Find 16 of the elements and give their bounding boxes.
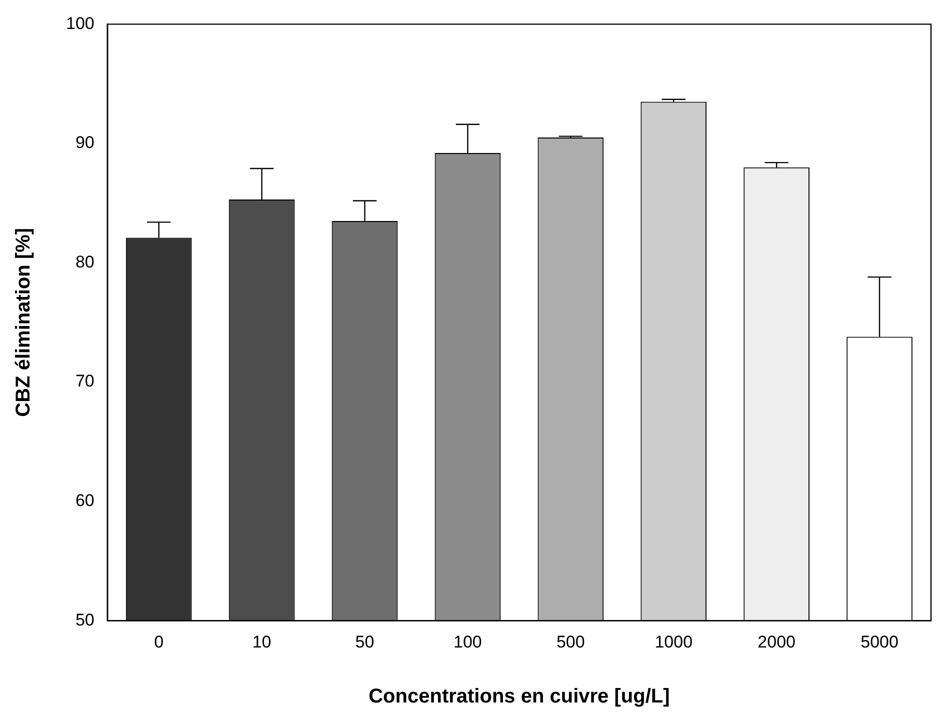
x-tick-label: 100	[454, 632, 482, 652]
y-tick-label: 90	[75, 133, 94, 152]
y-tick-label: 80	[75, 252, 94, 272]
x-tick-label: 500	[556, 632, 585, 652]
y-tick-label: 50	[75, 610, 94, 630]
x-tick-label: 50	[355, 632, 374, 652]
x-tick-label: 0	[154, 632, 164, 652]
x-tick-label: 5000	[860, 632, 898, 652]
x-tick-label: 1000	[654, 632, 693, 652]
y-axis-title: CBZ élimination [%]	[12, 228, 35, 417]
y-tick-label: 70	[75, 372, 94, 391]
y-tick-label: 100	[66, 14, 94, 33]
y-tick-label: 60	[75, 491, 94, 510]
x-tick-label: 10	[252, 632, 272, 652]
x-axis-title: Concentrations en cuivre [ug/L]	[368, 686, 670, 708]
x-tick-label: 2000	[758, 632, 796, 652]
